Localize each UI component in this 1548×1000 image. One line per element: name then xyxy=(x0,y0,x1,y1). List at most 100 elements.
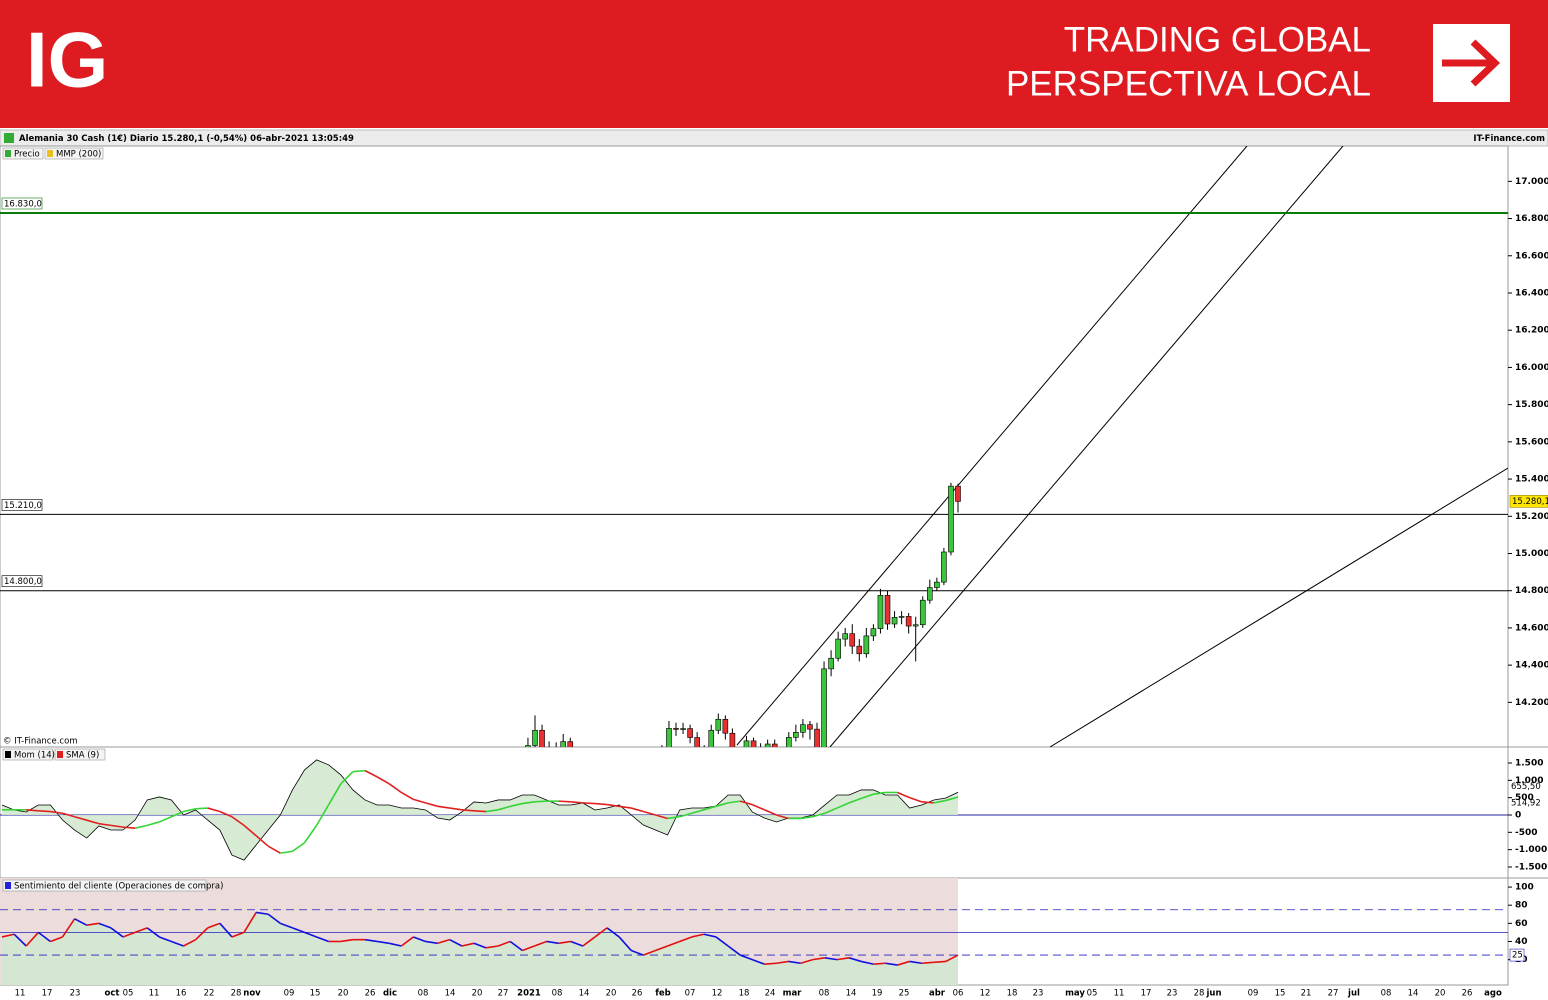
line-segment xyxy=(594,927,608,938)
line-segment xyxy=(631,807,644,813)
candle-body xyxy=(793,732,799,738)
line-segment xyxy=(703,805,717,811)
level-tag xyxy=(1,197,43,210)
last-value-label: 514,92 xyxy=(1511,799,1541,809)
candle-body xyxy=(948,485,954,553)
line-segment xyxy=(873,962,886,965)
candle-body xyxy=(722,718,729,734)
x-tick-label: ago xyxy=(1484,989,1502,999)
line-segment xyxy=(473,942,487,949)
line-segment xyxy=(376,776,390,785)
line-segment xyxy=(897,960,910,966)
y-tick-label: -500 xyxy=(1515,828,1538,838)
legend-label: MMP (200) xyxy=(56,150,101,160)
line-segment xyxy=(643,810,656,816)
candle-body xyxy=(525,745,531,747)
line-segment xyxy=(231,816,245,827)
candle-body xyxy=(828,657,834,670)
line-segment xyxy=(860,793,874,800)
line-segment xyxy=(122,826,136,829)
y-tick-label: 16.600 xyxy=(1515,251,1548,261)
x-tick-label: 17 xyxy=(42,989,53,999)
candle-body xyxy=(785,737,792,747)
line-segment xyxy=(352,769,366,773)
trend-lines xyxy=(736,146,1508,747)
candle-body xyxy=(617,764,622,806)
candle-body xyxy=(673,728,679,730)
line-segment xyxy=(171,940,184,947)
candle-body xyxy=(905,616,912,627)
candle-body xyxy=(807,724,813,730)
level-tag xyxy=(1509,948,1525,962)
line-segment xyxy=(485,945,499,949)
candle-body xyxy=(758,749,763,765)
line-segment xyxy=(315,804,330,826)
legend-item xyxy=(54,748,106,761)
line-segment xyxy=(1,933,15,938)
candle-body xyxy=(764,743,771,747)
x-tick-label: 26 xyxy=(632,989,643,999)
line-segment xyxy=(630,949,644,956)
candle-body xyxy=(800,724,806,733)
line-segment xyxy=(413,936,426,943)
line-segment xyxy=(848,797,862,804)
x-tick-label: 26 xyxy=(365,989,376,999)
line-segment xyxy=(921,801,934,804)
line-segment xyxy=(62,812,75,818)
candle-body xyxy=(891,617,898,625)
level-label: 14.800,0 xyxy=(4,577,42,587)
line-segment xyxy=(146,821,160,827)
candle-body xyxy=(898,616,905,618)
candle-body xyxy=(715,718,722,731)
candle-body xyxy=(603,757,608,763)
y-tick-label: 100 xyxy=(1515,883,1534,893)
x-tick-label: 23 xyxy=(1167,989,1178,999)
line-segment xyxy=(751,803,765,811)
arrow-icon[interactable] xyxy=(1442,39,1501,87)
line-segment xyxy=(933,960,946,964)
x-tick-label: 26 xyxy=(1462,989,1473,999)
line-segment xyxy=(570,940,584,947)
momentum-area xyxy=(2,759,958,861)
x-tick-label: 14 xyxy=(1408,989,1419,999)
line-segment xyxy=(400,791,414,801)
line-segment xyxy=(522,945,535,952)
line-segment xyxy=(25,931,39,947)
y-tick-label: 16.200 xyxy=(1515,326,1548,336)
line-segment xyxy=(328,783,342,806)
arrow-button[interactable] xyxy=(1433,24,1510,102)
x-tick-label: 07 xyxy=(685,989,696,999)
candle-body xyxy=(877,595,884,629)
x-tick-label: feb xyxy=(655,989,671,999)
panel-frame xyxy=(0,145,1509,986)
line-segment xyxy=(26,808,39,812)
x-tick-label: 08 xyxy=(819,989,830,999)
line-segment xyxy=(98,922,112,929)
line-segment xyxy=(255,835,269,847)
x-tick-label: 05 xyxy=(1087,989,1098,999)
line-segment xyxy=(885,962,898,966)
line-segment xyxy=(37,931,51,943)
last-value-label: 655,50 xyxy=(1511,782,1541,792)
x-tick-label: 20 xyxy=(338,989,349,999)
level-label: 25 xyxy=(1512,951,1523,961)
legend-label: Precio xyxy=(14,150,40,160)
line-segment xyxy=(98,822,112,827)
line-segment xyxy=(812,957,826,961)
line-segment xyxy=(691,933,705,938)
line-segment xyxy=(618,936,632,952)
line-segment xyxy=(243,824,257,837)
x-tick-label: abr xyxy=(929,989,946,999)
x-tick-label: 11 xyxy=(15,989,26,999)
candle-body xyxy=(884,595,891,625)
line-segment xyxy=(437,938,450,945)
line-segment xyxy=(207,922,221,929)
x-tick-label: 08 xyxy=(552,989,563,999)
line-segment xyxy=(497,940,511,947)
line-segment xyxy=(751,958,765,965)
line-segment xyxy=(655,945,668,952)
y-tick-label: 0 xyxy=(1515,810,1521,820)
line-segment xyxy=(400,936,414,947)
line-segment xyxy=(291,842,305,853)
chart-icon xyxy=(4,133,14,143)
